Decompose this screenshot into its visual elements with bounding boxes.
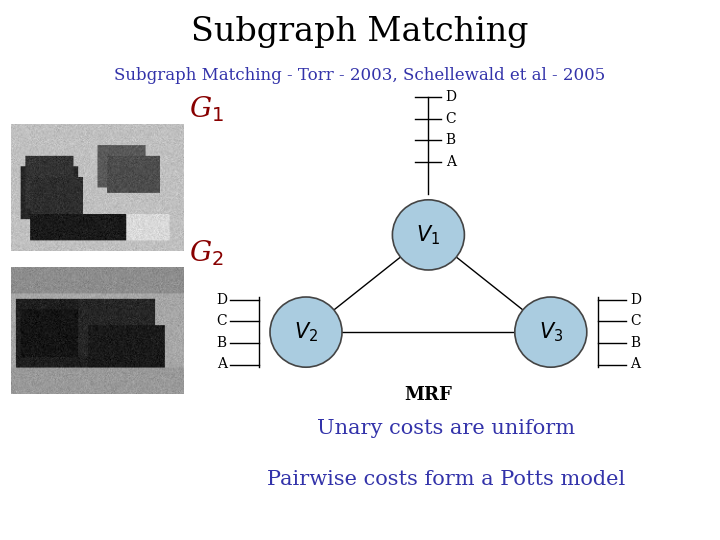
- Text: D: D: [446, 90, 456, 104]
- Text: Unary costs are uniform: Unary costs are uniform: [318, 418, 575, 437]
- Text: B: B: [217, 336, 227, 350]
- Text: A: A: [630, 357, 640, 372]
- Text: $V_1$: $V_1$: [416, 223, 441, 247]
- Text: $V_2$: $V_2$: [294, 320, 318, 344]
- Text: Subgraph Matching: Subgraph Matching: [192, 16, 528, 48]
- Ellipse shape: [515, 297, 587, 367]
- Text: A: A: [217, 357, 227, 372]
- Text: G$_2$: G$_2$: [189, 239, 223, 268]
- Ellipse shape: [392, 200, 464, 270]
- Text: C: C: [216, 314, 227, 328]
- Text: C: C: [630, 314, 641, 328]
- Ellipse shape: [270, 297, 342, 367]
- Text: B: B: [630, 336, 640, 350]
- Text: Subgraph Matching - Torr - 2003, Schellewald et al - 2005: Subgraph Matching - Torr - 2003, Schelle…: [114, 68, 606, 84]
- Text: A: A: [446, 155, 456, 169]
- Text: B: B: [446, 133, 456, 147]
- Text: D: D: [216, 293, 227, 307]
- Text: G$_1$: G$_1$: [189, 94, 224, 124]
- Text: MRF: MRF: [405, 386, 452, 404]
- Text: D: D: [630, 293, 641, 307]
- Text: C: C: [446, 112, 456, 126]
- Text: Pairwise costs form a Potts model: Pairwise costs form a Potts model: [267, 470, 626, 489]
- Text: $V_3$: $V_3$: [539, 320, 563, 344]
